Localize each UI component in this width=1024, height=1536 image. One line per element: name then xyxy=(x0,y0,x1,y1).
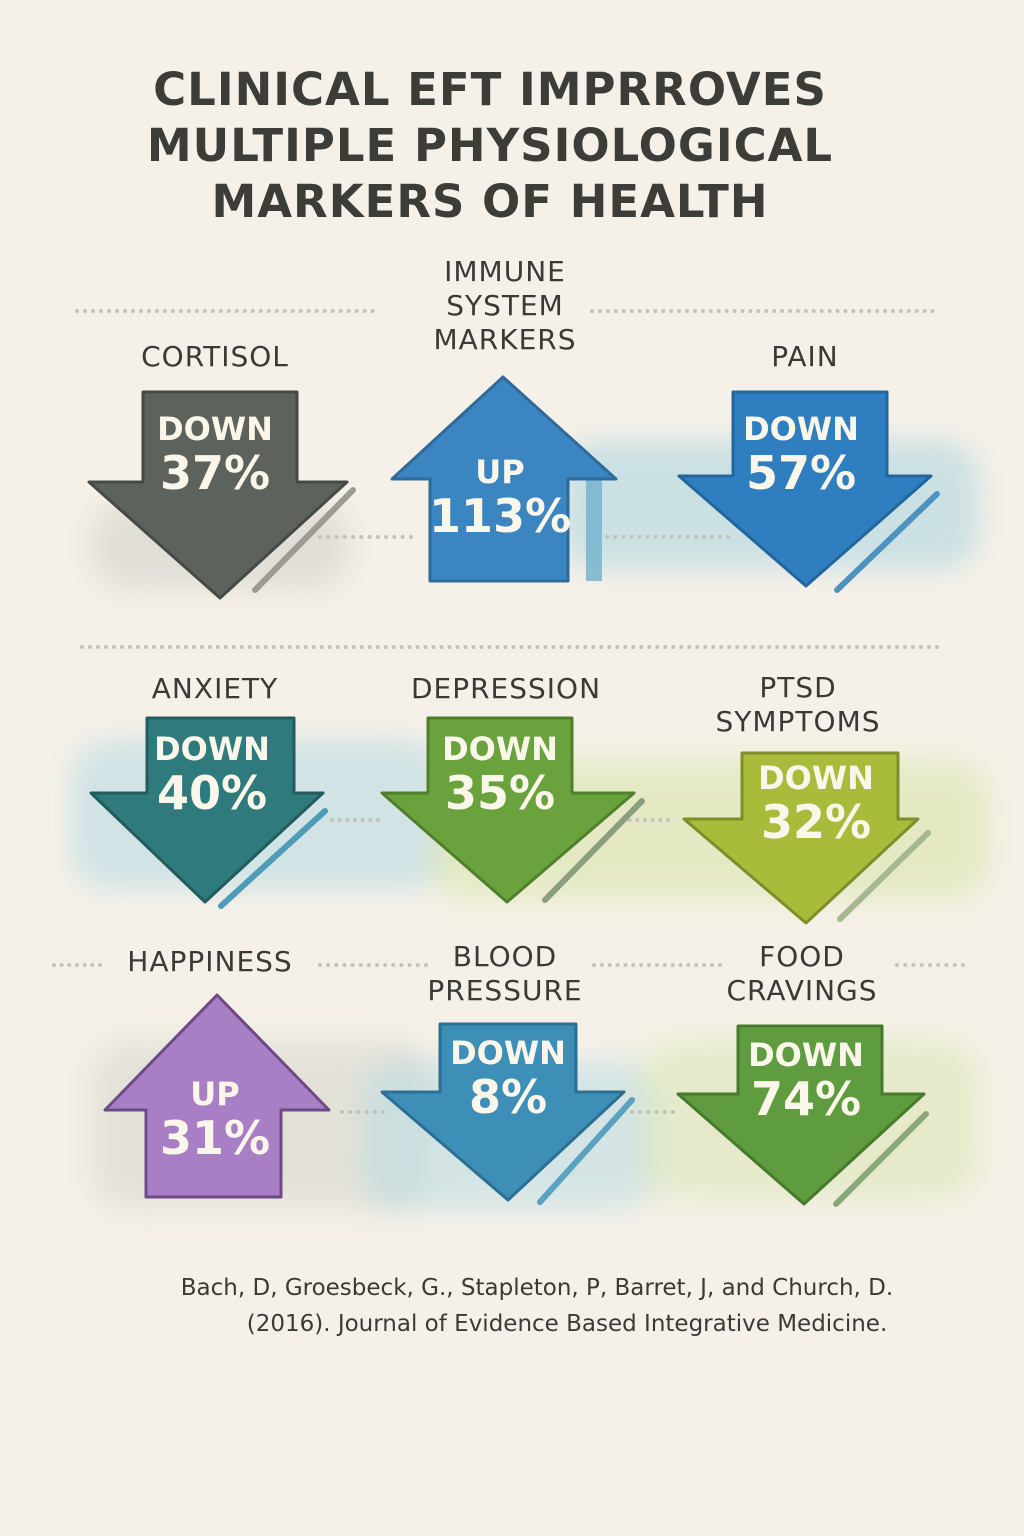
percent-value: 32% xyxy=(760,795,872,849)
marker-label: PAIN xyxy=(771,340,839,373)
direction-label: UP xyxy=(190,1075,240,1113)
percent-value: 57% xyxy=(745,446,857,500)
divider-row2-top xyxy=(80,645,940,649)
down-arrow-icon: DOWN 32% xyxy=(680,751,940,931)
title-line-2: MULTIPLE PHYSIOLOGICAL xyxy=(146,119,834,172)
marker-pain: PAIN DOWN 57% xyxy=(665,330,945,620)
percent-value: 113% xyxy=(428,489,572,543)
direction-label: DOWN xyxy=(758,759,874,797)
divider-row2-mid-right xyxy=(620,818,670,822)
marker-label: CORTISOL xyxy=(141,340,289,373)
title-line-1: CLINICAL EFT IMPRROVES xyxy=(153,63,827,116)
direction-label: DOWN xyxy=(157,410,273,448)
direction-label: DOWN xyxy=(442,730,558,768)
divider-row1-mid-right xyxy=(605,535,730,539)
marker-label: ANXIETY xyxy=(151,672,279,705)
marker-label: HAPPINESS xyxy=(127,945,293,978)
marker-immune-system: IMMUNE SYSTEM MARKERS UP 113% xyxy=(365,255,645,595)
marker-label: FOOD CRAVINGS xyxy=(726,940,878,1007)
page-title: CLINICAL EFT IMPRROVES MULTIPLE PHYSIOLO… xyxy=(0,62,980,230)
divider-row1-top-right xyxy=(590,309,935,313)
divider-row2-mid-left xyxy=(330,818,380,822)
direction-label: DOWN xyxy=(748,1036,864,1074)
direction-label: UP xyxy=(475,453,525,491)
direction-label: DOWN xyxy=(450,1034,566,1072)
up-arrow-icon: UP 113% xyxy=(390,375,622,585)
divider-row3-top-2 xyxy=(318,963,428,967)
marker-label: DEPRESSION xyxy=(410,672,602,705)
percent-value: 8% xyxy=(468,1070,548,1124)
citation-line-2: (2016). Journal of Evidence Based Integr… xyxy=(246,1311,888,1337)
down-arrow-icon: DOWN 8% xyxy=(380,1022,640,1212)
marker-cortisol: CORTISOL DOWN 37% xyxy=(75,330,356,620)
title-line-3: MARKERS OF HEALTH xyxy=(211,175,769,228)
down-arrow-icon: DOWN 37% xyxy=(85,390,356,600)
percent-value: 40% xyxy=(156,766,268,820)
marker-happiness: HAPPINESS UP 31% xyxy=(75,945,355,1205)
marker-label: PTSD SYMPTOMS xyxy=(715,671,881,738)
divider-row1-top-left xyxy=(75,309,375,313)
divider-row3-mid-right xyxy=(630,1110,675,1114)
marker-label: IMMUNE SYSTEM MARKERS xyxy=(433,255,577,356)
divider-row1-mid-left xyxy=(318,535,413,539)
direction-label: DOWN xyxy=(743,410,859,448)
percent-value: 35% xyxy=(444,766,556,820)
direction-label: DOWN xyxy=(154,730,270,768)
up-arrow-icon: UP 31% xyxy=(103,993,335,1203)
percent-value: 37% xyxy=(159,446,271,500)
marker-label: BLOOD PRESSURE xyxy=(427,940,583,1007)
divider-row3-top-3 xyxy=(592,963,722,967)
marker-blood-pressure: BLOOD PRESSURE DOWN 8% xyxy=(365,940,645,1210)
percent-value: 31% xyxy=(159,1111,271,1165)
marker-depression: DEPRESSION DOWN 35% xyxy=(360,668,645,918)
down-arrow-icon: DOWN 35% xyxy=(380,716,645,906)
divider-row3-mid-left xyxy=(340,1110,385,1114)
marker-food-cravings: FOOD CRAVINGS DOWN 74% xyxy=(660,940,940,1210)
down-arrow-icon: DOWN 57% xyxy=(675,390,940,600)
down-arrow-icon: DOWN 40% xyxy=(89,716,349,909)
divider-row3-top-1 xyxy=(52,963,102,967)
divider-row3-top-4 xyxy=(895,963,965,967)
citation: Bach, D, Groesbeck, G., Stapleton, P, Ba… xyxy=(0,1270,1024,1342)
percent-value: 74% xyxy=(750,1072,862,1126)
citation-line-1: Bach, D, Groesbeck, G., Stapleton, P, Ba… xyxy=(180,1275,894,1301)
marker-anxiety: ANXIETY DOWN 40% xyxy=(75,668,355,918)
marker-ptsd-symptoms: PTSD SYMPTOMS DOWN 32% xyxy=(660,665,940,935)
down-arrow-icon: DOWN 74% xyxy=(676,1024,936,1214)
